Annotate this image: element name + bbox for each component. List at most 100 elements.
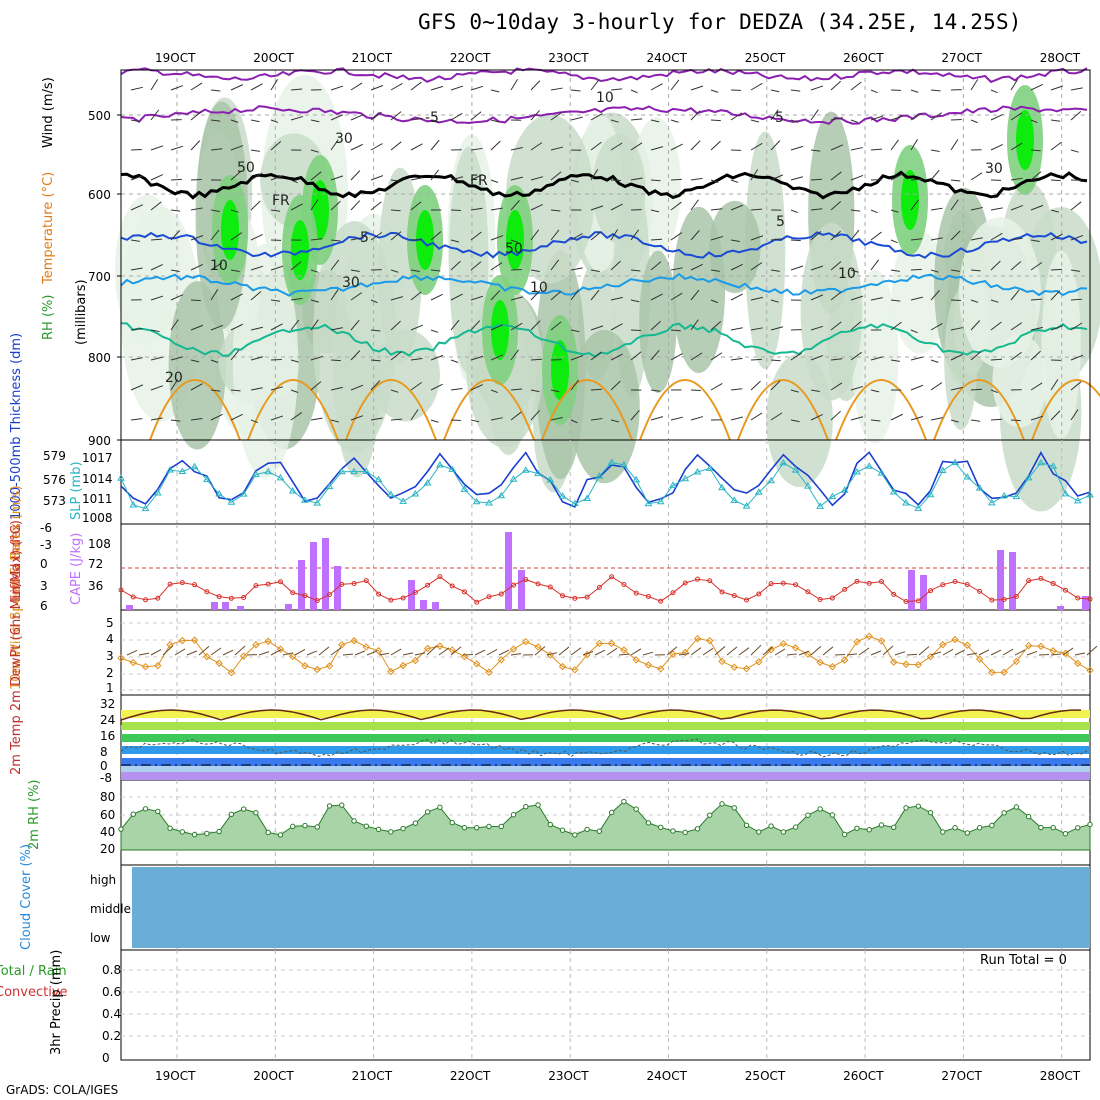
slp-marker <box>399 497 407 504</box>
wind-marker <box>534 643 542 651</box>
time-axis-label-top: 19OCT <box>155 51 196 65</box>
li-marker <box>167 581 173 587</box>
wind-barb <box>830 358 843 361</box>
wind-barb <box>570 267 583 271</box>
wind-barb <box>130 204 144 211</box>
precip-tick: 0.2 <box>102 1029 121 1043</box>
wind-barb <box>510 411 522 421</box>
wind-barb <box>850 229 860 241</box>
contour-label: 5 <box>776 214 785 230</box>
wind-barb <box>630 648 642 656</box>
wind-barb <box>970 237 983 241</box>
wind-barb <box>190 299 201 302</box>
cape-bar <box>126 605 133 610</box>
wind-marker <box>791 644 800 652</box>
wind-barb <box>410 117 423 121</box>
wind-barb <box>790 265 804 271</box>
wind-barb <box>270 358 282 361</box>
y-tick-label: 800 <box>88 351 111 365</box>
wind-barb <box>1070 234 1084 241</box>
wind-barb <box>130 384 144 391</box>
wind-barb <box>930 382 943 391</box>
rh-marker <box>792 824 799 830</box>
wind-barb <box>830 171 842 181</box>
rh-marker <box>204 830 210 837</box>
wind-barb <box>490 235 504 241</box>
li-marker <box>842 586 848 592</box>
wind-marker <box>423 644 432 653</box>
contour-label: -5 <box>770 110 784 126</box>
wind-barb <box>150 238 163 241</box>
slp-marker <box>1037 458 1045 466</box>
li-marker <box>376 591 382 597</box>
wind-barb <box>1010 237 1023 241</box>
rh-marker <box>584 826 590 833</box>
li-marker <box>449 583 455 589</box>
wind-barb <box>710 299 718 304</box>
li-marker <box>204 589 210 595</box>
rh-shade <box>416 210 434 270</box>
wind-barb <box>730 112 743 121</box>
li-marker <box>461 589 467 595</box>
precip-tick: 0 <box>102 1051 110 1065</box>
wind-barb <box>410 81 422 91</box>
li-marker <box>155 595 161 601</box>
wind-barb <box>690 140 701 151</box>
wind-barb <box>1010 177 1023 181</box>
rh-marker <box>412 820 419 826</box>
time-axis-label-bottom: 23OCT <box>548 1069 589 1083</box>
wind-barb <box>870 259 879 271</box>
rh-shade <box>800 223 863 401</box>
wind-barb <box>430 85 444 91</box>
wind-barb <box>230 119 239 123</box>
wind-barb <box>890 115 904 121</box>
wind-barb <box>870 89 878 94</box>
wind-barb <box>690 416 704 421</box>
wind-barb <box>170 85 184 91</box>
wind-barb <box>370 232 383 241</box>
rh-marker <box>400 825 406 832</box>
wind-tick: 4 <box>106 632 114 646</box>
wind-barb <box>190 111 202 121</box>
wind-barb <box>250 83 263 91</box>
wind-barb <box>730 293 743 301</box>
wind-barb <box>330 386 343 391</box>
rh-tick: 20 <box>100 842 115 856</box>
wind-barb <box>470 85 484 91</box>
wind-barb <box>426 645 438 656</box>
wind-marker <box>583 650 591 659</box>
li-marker <box>560 593 566 599</box>
wind-barb <box>230 232 243 241</box>
wind-barb <box>350 114 364 121</box>
precip-tick: 0.6 <box>102 985 121 999</box>
wind-barb <box>530 320 541 331</box>
wind-barb <box>990 143 1003 151</box>
wind-barb <box>750 327 763 331</box>
wind-barb <box>330 289 339 301</box>
wind-barb <box>310 355 324 361</box>
wind-barb <box>810 325 824 331</box>
slp-marker <box>779 458 788 466</box>
wind-barb <box>670 329 681 332</box>
wind-barb <box>1050 379 1059 391</box>
wind-barb <box>462 653 474 656</box>
wind-barb <box>450 260 461 271</box>
slp-marker <box>669 481 677 488</box>
cape-bar <box>211 602 218 610</box>
slp-ylabel: SLP (mb) <box>69 461 84 520</box>
wind-barb <box>250 291 262 301</box>
li-marker <box>1038 576 1044 582</box>
li-marker <box>388 597 394 603</box>
wind-barb <box>470 320 481 331</box>
time-axis-label-top: 25OCT <box>745 51 786 65</box>
wind-barb <box>702 647 714 656</box>
wind-marker <box>975 655 984 663</box>
wind-barb <box>510 176 523 181</box>
wind-barb <box>750 412 763 421</box>
wind-barb <box>790 89 801 92</box>
wind-barb <box>190 140 201 151</box>
wind-barb <box>530 80 541 91</box>
wind-barb <box>330 139 339 151</box>
slp-marker <box>1086 491 1094 498</box>
slp-marker <box>374 475 383 483</box>
